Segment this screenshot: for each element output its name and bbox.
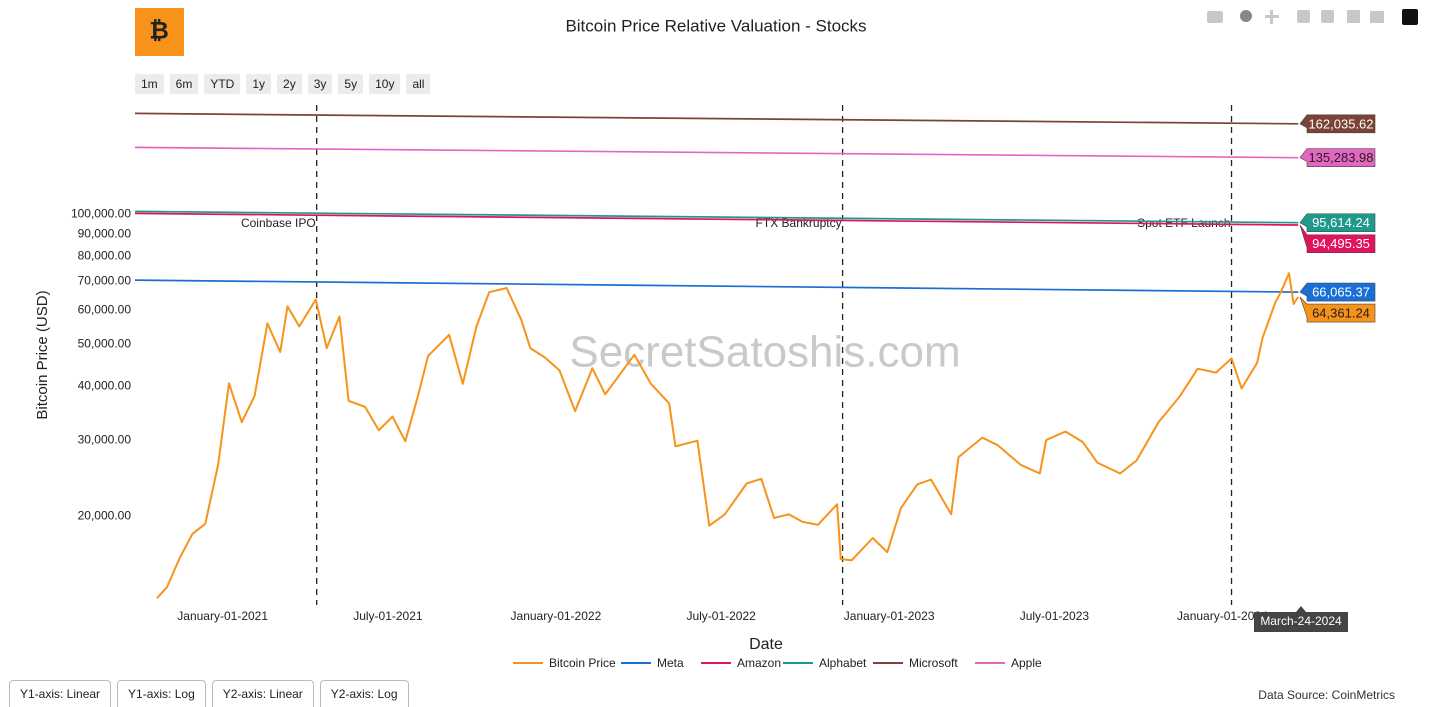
y-tick-label: 20,000.00 xyxy=(78,508,132,522)
data-source: Data Source: CoinMetrics xyxy=(1258,688,1395,702)
range-button[interactable]: 2y xyxy=(277,74,302,94)
y-axis-title: Bitcoin Price (USD) xyxy=(34,290,51,419)
y-tick-label: 70,000.00 xyxy=(78,273,132,287)
x-tick-label: July-01-2022 xyxy=(686,609,756,623)
end-label-box xyxy=(1299,213,1376,233)
chart-title: Bitcoin Price Relative Valuation - Stock… xyxy=(565,16,866,35)
legend-label: Amazon xyxy=(737,656,781,670)
x-axis-title: Date xyxy=(749,636,783,653)
end-label-text: 94,495.35 xyxy=(1312,236,1370,251)
legend-label: Meta xyxy=(657,656,684,670)
toolbar[interactable] xyxy=(1207,9,1418,25)
logo-glyph: ₿ xyxy=(149,17,169,44)
series-line xyxy=(134,212,1299,226)
y-tick-label: 40,000.00 xyxy=(78,378,132,392)
logo xyxy=(135,8,184,56)
range-button[interactable]: all xyxy=(406,74,431,94)
series-line xyxy=(134,146,1299,159)
x-tick-label: January-01-2022 xyxy=(511,609,602,623)
end-label-box xyxy=(1299,296,1376,323)
hover-text: March-24-2024 xyxy=(1260,614,1342,628)
y-tick-label: 50,000.00 xyxy=(78,336,132,350)
range-button[interactable]: YTD xyxy=(204,74,241,94)
x-tick-label: January-01-2021 xyxy=(177,609,268,623)
end-label-text: 64,361.24 xyxy=(1312,306,1370,321)
end-label: 66,065.37 xyxy=(1299,282,1376,302)
end-label-box xyxy=(1299,148,1376,167)
y-tick-label: 60,000.00 xyxy=(78,302,132,316)
end-label: 94,495.35 xyxy=(1299,224,1376,254)
series-line xyxy=(134,210,1299,224)
legend-label: Apple xyxy=(1011,656,1042,670)
series-line xyxy=(134,112,1299,125)
axis-button[interactable]: Y2-axis: Linear xyxy=(211,680,314,707)
hover-box xyxy=(1254,606,1348,632)
end-label-box xyxy=(1299,224,1376,254)
axis-button[interactable]: Y2-axis: Log xyxy=(319,680,409,707)
series-line xyxy=(156,272,1300,599)
x-tick-label: January-01-2023 xyxy=(844,609,935,623)
y-tick-label: 100,000.00 xyxy=(71,207,131,221)
end-label: 64,361.24 xyxy=(1299,296,1376,323)
legend-label: Bitcoin Price xyxy=(549,656,616,670)
x-tick-label: July-01-2021 xyxy=(353,609,423,623)
axis-button[interactable]: Y1-axis: Log xyxy=(117,680,206,707)
end-label-box xyxy=(1299,114,1376,134)
end-label-text: 162,035.62 xyxy=(1308,116,1373,131)
range-button[interactable]: 10y xyxy=(369,74,401,94)
end-label-text: 95,614.24 xyxy=(1312,215,1370,230)
end-label: 162,035.62 xyxy=(1299,114,1376,134)
end-label-box xyxy=(1299,282,1376,302)
series-line xyxy=(134,279,1299,293)
legend-label: Alphabet xyxy=(819,656,867,670)
range-button[interactable]: 1m xyxy=(135,74,164,94)
axis-button[interactable]: Y1-axis: Linear xyxy=(9,680,112,707)
end-label: 95,614.24 xyxy=(1299,213,1376,233)
y-tick-label: 90,000.00 xyxy=(78,226,132,240)
end-label-text: 135,283.98 xyxy=(1308,150,1373,165)
range-button[interactable]: 5y xyxy=(338,74,364,94)
end-label-text: 66,065.37 xyxy=(1312,285,1370,300)
hover-label: March-24-2024 xyxy=(1254,606,1348,632)
y-tick-label: 30,000.00 xyxy=(78,432,132,446)
range-button[interactable]: 3y xyxy=(307,74,333,94)
legend-label: Microsoft xyxy=(909,656,958,670)
watermark: SecretSatoshis.com xyxy=(569,328,960,377)
x-tick-label: January-01-2024 xyxy=(1177,609,1268,623)
x-tick-label: July-01-2023 xyxy=(1020,609,1090,623)
event-label: Coinbase IPO xyxy=(241,216,316,230)
y-tick-label: 80,000.00 xyxy=(78,248,132,262)
range-button[interactable]: 1y xyxy=(246,74,272,94)
range-selector: 1m 6m YTD 1y 2y 3y 5y 10y all xyxy=(135,74,431,94)
end-label: 135,283.98 xyxy=(1299,148,1376,167)
range-button[interactable]: 6m xyxy=(169,74,199,94)
axis-buttons: Y1-axis: Linear Y1-axis: Log Y2-axis: Line… xyxy=(9,680,409,707)
